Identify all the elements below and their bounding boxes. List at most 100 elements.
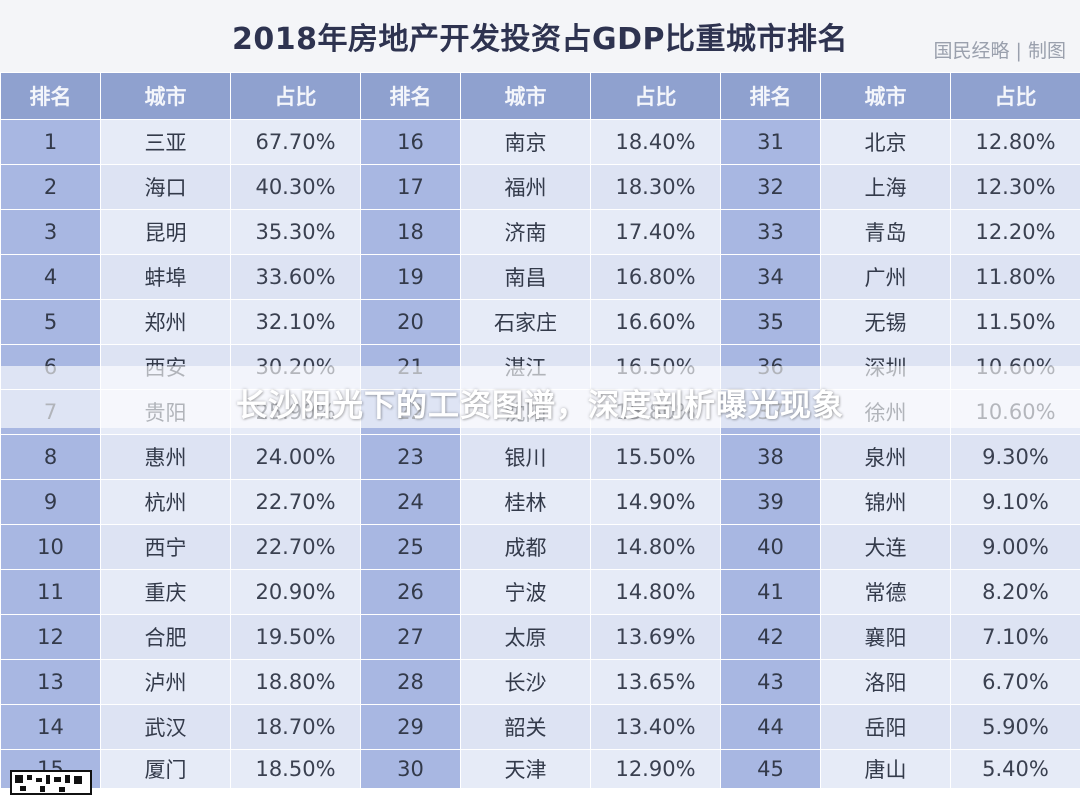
- share-cell: 5.40%: [950, 749, 1080, 789]
- table-row: 9 杭州 22.70% 24 桂林 14.90% 39 锦州 9.10%: [0, 479, 1080, 525]
- rank-cell: 31: [720, 119, 821, 165]
- city-cell: 常德: [820, 569, 951, 615]
- share-cell: 14.80%: [590, 524, 721, 570]
- city-cell: 蚌埠: [100, 254, 231, 300]
- city-cell: 石家庄: [460, 299, 591, 345]
- share-cell: 18.70%: [230, 704, 361, 750]
- share-cell: 9.00%: [950, 524, 1080, 570]
- share-cell: 67.70%: [230, 119, 361, 165]
- city-cell: 上海: [820, 164, 951, 210]
- column-header-rank: 排名: [0, 72, 101, 120]
- city-cell: 桂林: [460, 479, 591, 525]
- share-cell: 11.80%: [950, 254, 1080, 300]
- column-header-share: 占比: [230, 72, 361, 120]
- rank-cell: 25: [360, 524, 461, 570]
- share-cell: 20.90%: [230, 569, 361, 615]
- qr-code-icon: [10, 770, 92, 795]
- share-cell: 12.30%: [950, 164, 1080, 210]
- city-cell: 泉州: [820, 434, 951, 480]
- table-row: 1 三亚 67.70% 16 南京 18.40% 31 北京 12.80%: [0, 119, 1080, 165]
- table-row: 10 西宁 22.70% 25 成都 14.80% 40 大连 9.00%: [0, 524, 1080, 570]
- city-cell: 杭州: [100, 479, 231, 525]
- rank-cell: 41: [720, 569, 821, 615]
- column-header-rank: 排名: [360, 72, 461, 120]
- city-cell: 郑州: [100, 299, 231, 345]
- rank-cell: 29: [360, 704, 461, 750]
- rank-cell: 43: [720, 659, 821, 705]
- rank-cell: 33: [720, 209, 821, 255]
- share-cell: 14.90%: [590, 479, 721, 525]
- share-cell: 22.70%: [230, 524, 361, 570]
- share-cell: 13.40%: [590, 704, 721, 750]
- rank-cell: 40: [720, 524, 821, 570]
- table-row: 2 海口 40.30% 17 福州 18.30% 32 上海 12.30%: [0, 164, 1080, 210]
- rank-cell: 42: [720, 614, 821, 660]
- rank-cell: 1: [0, 119, 101, 165]
- share-cell: 14.80%: [590, 569, 721, 615]
- rank-cell: 20: [360, 299, 461, 345]
- city-cell: 昆明: [100, 209, 231, 255]
- city-cell: 大连: [820, 524, 951, 570]
- title-bar: 2018年房地产开发投资占GDP比重城市排名 国民经略 | 制图: [0, 0, 1080, 74]
- rank-cell: 27: [360, 614, 461, 660]
- rank-cell: 17: [360, 164, 461, 210]
- column-header-share: 占比: [950, 72, 1080, 120]
- rank-cell: 16: [360, 119, 461, 165]
- rank-cell: 4: [0, 254, 101, 300]
- city-cell: 唐山: [820, 749, 951, 789]
- city-cell: 南昌: [460, 254, 591, 300]
- table-row: 8 惠州 24.00% 23 银川 15.50% 38 泉州 9.30%: [0, 434, 1080, 480]
- share-cell: 17.40%: [590, 209, 721, 255]
- column-header-share: 占比: [590, 72, 721, 120]
- rank-cell: 44: [720, 704, 821, 750]
- city-cell: 武汉: [100, 704, 231, 750]
- share-cell: 13.65%: [590, 659, 721, 705]
- city-cell: 锦州: [820, 479, 951, 525]
- rank-cell: 24: [360, 479, 461, 525]
- share-cell: 16.60%: [590, 299, 721, 345]
- rank-cell: 39: [720, 479, 821, 525]
- city-cell: 岳阳: [820, 704, 951, 750]
- table-row: 13 泸州 18.80% 28 长沙 13.65% 43 洛阳 6.70%: [0, 659, 1080, 705]
- caption-band: [0, 366, 1080, 428]
- share-cell: 22.70%: [230, 479, 361, 525]
- city-cell: 惠州: [100, 434, 231, 480]
- column-header-city: 城市: [100, 72, 231, 120]
- rank-cell: 5: [0, 299, 101, 345]
- city-cell: 重庆: [100, 569, 231, 615]
- share-cell: 24.00%: [230, 434, 361, 480]
- share-cell: 5.90%: [950, 704, 1080, 750]
- rank-cell: 18: [360, 209, 461, 255]
- share-cell: 12.80%: [950, 119, 1080, 165]
- table-row: 3 昆明 35.30% 18 济南 17.40% 33 青岛 12.20%: [0, 209, 1080, 255]
- header-row: 排名 城市 占比 排名 城市 占比 排名 城市 占比: [0, 72, 1080, 120]
- rank-cell: 12: [0, 614, 101, 660]
- city-cell: 韶关: [460, 704, 591, 750]
- city-cell: 成都: [460, 524, 591, 570]
- city-cell: 海口: [100, 164, 231, 210]
- share-cell: 19.50%: [230, 614, 361, 660]
- share-cell: 18.40%: [590, 119, 721, 165]
- share-cell: 40.30%: [230, 164, 361, 210]
- city-cell: 福州: [460, 164, 591, 210]
- share-cell: 15.50%: [590, 434, 721, 480]
- city-cell: 洛阳: [820, 659, 951, 705]
- city-cell: 青岛: [820, 209, 951, 255]
- share-cell: 9.30%: [950, 434, 1080, 480]
- share-cell: 33.60%: [230, 254, 361, 300]
- share-cell: 12.20%: [950, 209, 1080, 255]
- city-cell: 宁波: [460, 569, 591, 615]
- table-row: 11 重庆 20.90% 26 宁波 14.80% 41 常德 8.20%: [0, 569, 1080, 615]
- share-cell: 32.10%: [230, 299, 361, 345]
- rank-cell: 38: [720, 434, 821, 480]
- city-cell: 济南: [460, 209, 591, 255]
- rank-cell: 45: [720, 749, 821, 789]
- rank-cell: 26: [360, 569, 461, 615]
- rank-cell: 23: [360, 434, 461, 480]
- share-cell: 8.20%: [950, 569, 1080, 615]
- overlay-caption: 长沙阳光下的工资图谱，深度剖析曝光现象: [236, 388, 844, 424]
- rank-cell: 13: [0, 659, 101, 705]
- share-cell: 18.30%: [590, 164, 721, 210]
- city-cell: 泸州: [100, 659, 231, 705]
- rank-cell: 30: [360, 749, 461, 789]
